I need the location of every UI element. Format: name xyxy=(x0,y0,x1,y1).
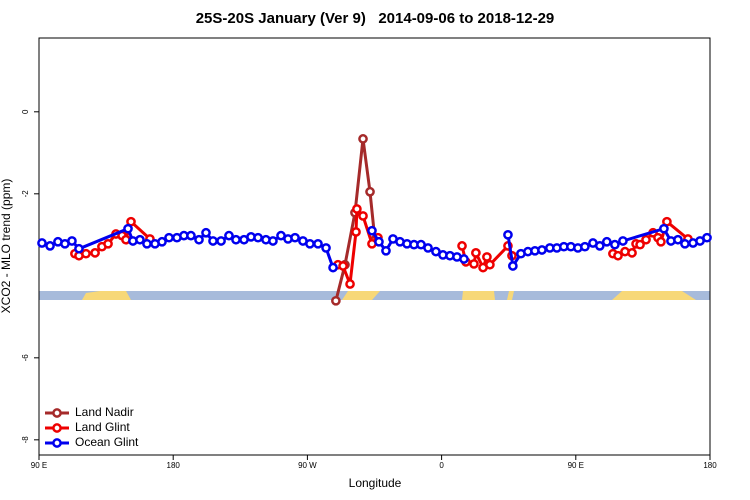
y-tick-label: -2 xyxy=(21,190,30,198)
land-patch xyxy=(612,291,696,300)
data-point xyxy=(164,232,174,243)
legend-marker xyxy=(52,438,62,448)
x-tick-label: 90 E xyxy=(568,461,584,470)
data-point xyxy=(74,243,84,254)
data-point xyxy=(508,261,518,271)
legend-label: Land Glint xyxy=(75,420,130,434)
x-axis-label: Longitude xyxy=(349,476,402,490)
data-point xyxy=(358,211,368,221)
data-point xyxy=(459,254,469,264)
data-point xyxy=(135,234,145,245)
data-point xyxy=(186,230,196,241)
x-tick-label: 180 xyxy=(167,461,181,470)
data-point xyxy=(503,229,513,240)
data-point xyxy=(224,230,234,241)
data-point xyxy=(673,234,683,245)
land-patch xyxy=(342,291,380,300)
chart-title: 25S-20S January (Ver 9) 2014-09-06 to 20… xyxy=(196,10,555,27)
data-point xyxy=(627,248,637,258)
data-point xyxy=(231,234,241,245)
data-point xyxy=(365,186,375,197)
data-point xyxy=(613,250,623,261)
land-patch xyxy=(507,291,514,300)
y-axis-label: XCO2 - MLO trend (ppm) xyxy=(0,179,13,314)
data-point xyxy=(328,262,338,273)
data-point xyxy=(374,236,384,247)
data-point xyxy=(601,236,612,247)
legend-label: Ocean Glint xyxy=(75,435,139,449)
data-point xyxy=(485,259,495,270)
data-point xyxy=(37,238,47,248)
data-point xyxy=(67,236,77,246)
data-point xyxy=(45,241,55,251)
data-point xyxy=(656,236,666,247)
data-point xyxy=(345,279,355,289)
data-point xyxy=(81,248,91,259)
data-point xyxy=(194,234,204,245)
data-point xyxy=(208,236,218,246)
data-point xyxy=(537,245,547,255)
y-tick-label: 0 xyxy=(21,109,30,114)
data-point xyxy=(618,236,628,246)
y-tick-label: -8 xyxy=(21,436,30,444)
data-point xyxy=(457,241,467,251)
data-point xyxy=(313,238,323,249)
data-point xyxy=(253,232,263,243)
legend-marker xyxy=(52,408,62,418)
data-point xyxy=(471,248,481,258)
legend-label: Land Nadir xyxy=(75,405,134,419)
data-point xyxy=(610,239,620,250)
data-point xyxy=(142,238,152,249)
data-point xyxy=(423,243,433,253)
data-point xyxy=(103,238,113,249)
data-point xyxy=(635,239,645,250)
x-tick-label: 90 W xyxy=(298,461,317,470)
data-point xyxy=(680,238,690,249)
land-patch xyxy=(462,291,495,300)
x-tick-label: 180 xyxy=(703,461,717,470)
data-point xyxy=(358,134,368,144)
data-point xyxy=(331,295,341,306)
data-point xyxy=(338,261,348,271)
data-point xyxy=(482,252,492,262)
data-point xyxy=(594,241,605,251)
y-tick-label: -6 xyxy=(21,354,30,362)
land-patch xyxy=(82,291,131,300)
data-point xyxy=(321,243,331,253)
data-point xyxy=(201,227,211,238)
data-point xyxy=(123,223,133,234)
legend-marker xyxy=(52,423,62,433)
data-point xyxy=(157,236,167,247)
data-point xyxy=(580,241,590,252)
data-point xyxy=(381,245,391,256)
data-point xyxy=(469,259,479,269)
data-point xyxy=(216,236,226,246)
data-point xyxy=(90,248,100,258)
land-mask-strip xyxy=(39,291,710,300)
x-tick-label: 0 xyxy=(439,461,444,470)
data-point xyxy=(305,238,315,249)
data-point xyxy=(268,236,278,246)
data-point xyxy=(351,227,361,237)
data-point xyxy=(290,232,300,243)
data-point xyxy=(702,232,712,243)
data-point xyxy=(659,223,669,234)
x-tick-label: 90 E xyxy=(31,461,47,470)
data-point xyxy=(352,204,362,214)
data-point xyxy=(367,225,377,236)
data-point xyxy=(641,234,651,245)
